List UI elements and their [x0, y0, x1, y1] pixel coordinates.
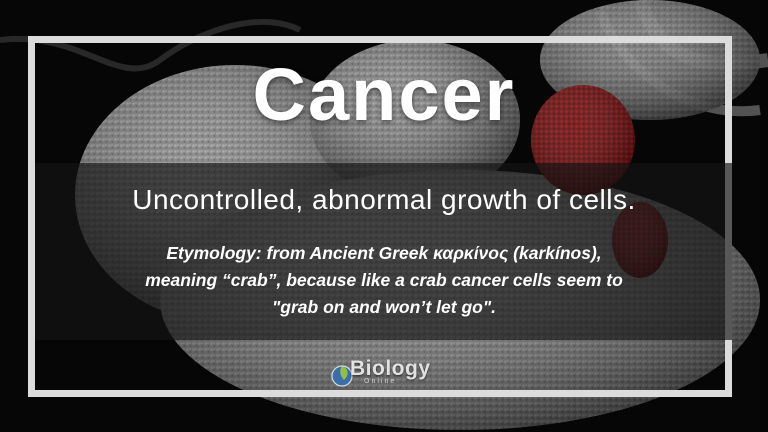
- term-definition: Uncontrolled, abnormal growth of cells.: [132, 184, 636, 215]
- logo-name: Biology: [350, 357, 431, 380]
- logo-subtitle: Online: [364, 378, 397, 385]
- leaf-logo-icon: [331, 365, 353, 387]
- etymology-text: Etymology: from Ancient Greek καρκίνος (…: [80, 240, 688, 321]
- etymology-line: "grab on and won’t let go".: [272, 297, 496, 317]
- text-backdrop-band: [35, 163, 732, 340]
- etymology-line: Etymology: from Ancient Greek καρκίνος (…: [166, 243, 602, 263]
- biology-online-logo: Biology Online: [330, 358, 450, 388]
- etymology-line: meaning “crab”, because like a crab canc…: [145, 270, 623, 290]
- term-title: Cancer: [252, 53, 516, 136]
